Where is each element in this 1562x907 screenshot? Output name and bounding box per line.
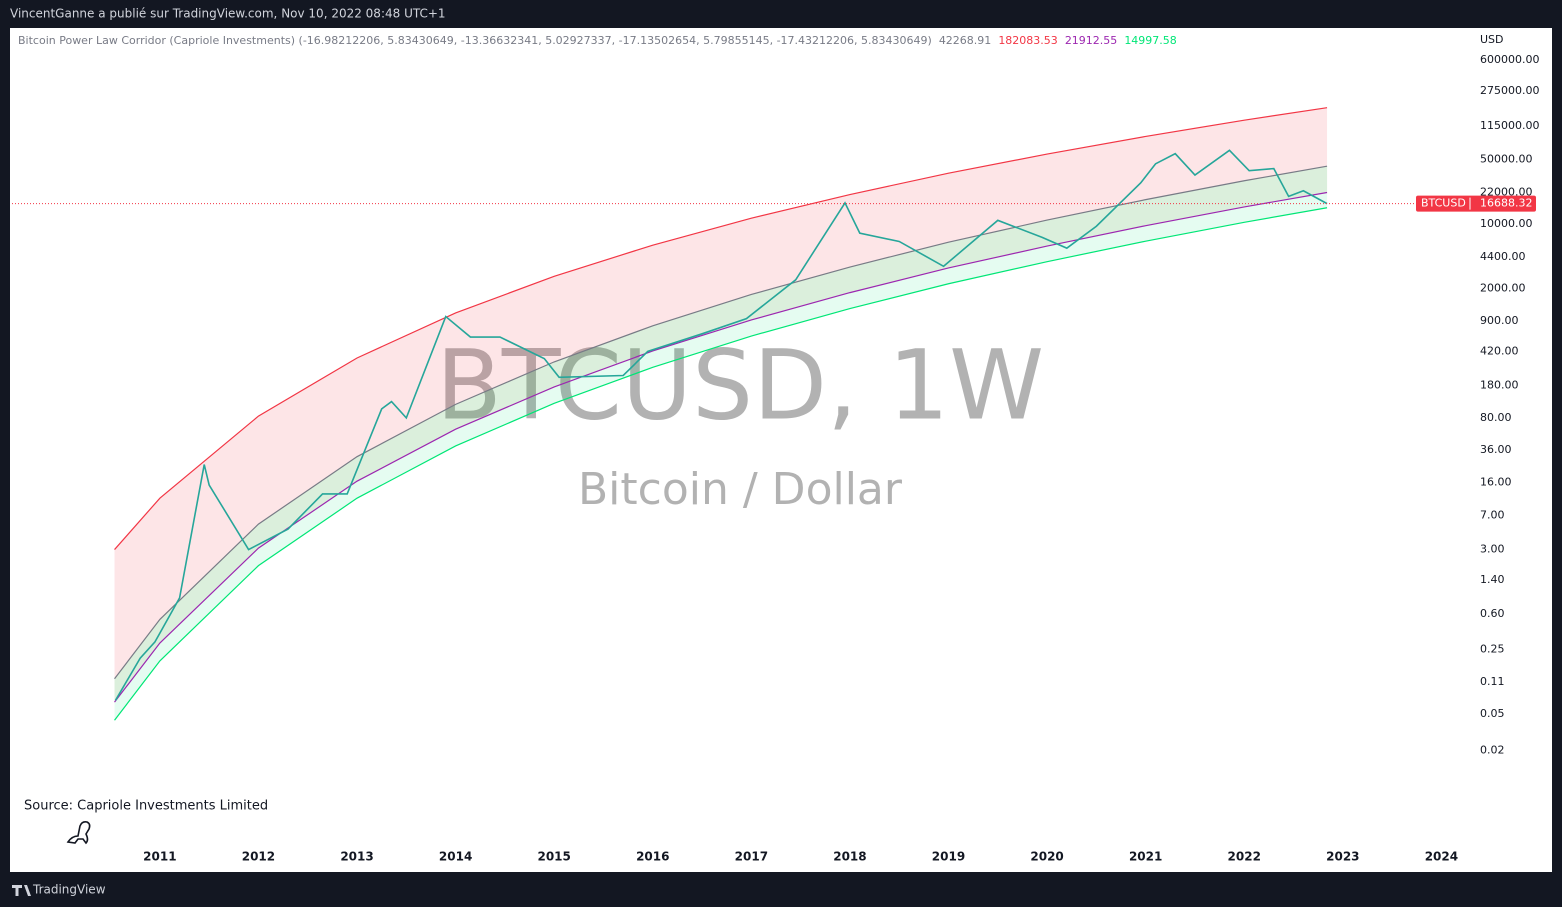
x-tick-label: 2024: [1425, 850, 1458, 864]
x-tick-label: 2016: [636, 850, 669, 864]
legend-value: 42268.91: [939, 34, 992, 47]
legend-value: 14997.58: [1124, 34, 1177, 47]
y-tick-label: 115000.00: [1480, 119, 1540, 132]
chart-area: [10, 28, 1552, 872]
x-tick-label: 2011: [143, 850, 176, 864]
indicator-name: Bitcoin Power Law Corridor (Capriole Inv…: [18, 34, 932, 47]
price-label: 16688.32: [1480, 197, 1533, 210]
y-tick-label: 10000.00: [1480, 217, 1533, 230]
series-line: [114, 107, 1328, 550]
y-tick-label: 50000.00: [1480, 153, 1533, 166]
series-line: [114, 149, 1328, 701]
y-tick-label: 0.11: [1480, 675, 1505, 688]
price-label-bg: [1416, 195, 1536, 212]
x-tick-label: 2017: [735, 850, 768, 864]
symbol-label: BTCUSD: [1421, 197, 1466, 210]
series-line: [114, 207, 1328, 721]
publisher-header: VincentGanne a publié sur TradingView.co…: [10, 7, 446, 21]
y-tick-label: 7.00: [1480, 509, 1505, 522]
x-tick-label: 2020: [1030, 850, 1063, 864]
x-tick-label: 2019: [932, 850, 965, 864]
x-tick-label: 2023: [1326, 850, 1359, 864]
brand: TradingView: [32, 883, 106, 897]
x-tick-label: 2012: [242, 850, 275, 864]
currency-label: USD: [1480, 33, 1504, 46]
watermark-subtitle: Bitcoin / Dollar: [578, 464, 903, 515]
y-tick-label: 275000.00: [1480, 84, 1540, 97]
source-note: Source: Capriole Investments Limited: [24, 799, 268, 814]
band-fill: [114, 107, 1328, 679]
y-tick-label: 0.02: [1480, 744, 1505, 757]
y-tick-label: 22000.00: [1480, 186, 1533, 199]
y-tick-label: 4400.00: [1480, 250, 1526, 263]
x-tick-label: 2015: [537, 850, 570, 864]
x-tick-label: 2013: [340, 850, 373, 864]
x-tick-label: 2021: [1129, 850, 1162, 864]
brand-icon: [12, 885, 31, 896]
y-tick-label: 600000.00: [1480, 53, 1540, 66]
y-tick-label: 180.00: [1480, 378, 1519, 391]
watermark: BTCUSD, 1W: [436, 329, 1044, 441]
x-tick-label: 2018: [833, 850, 866, 864]
legend-value: 182083.53: [998, 34, 1058, 47]
y-tick-label: 1.40: [1480, 573, 1505, 586]
series-line: [114, 191, 1328, 703]
y-tick-label: 16.00: [1480, 475, 1512, 488]
indicator-legend: Bitcoin Power Law Corridor (Capriole Inv…: [18, 34, 1177, 47]
series-line: [114, 165, 1328, 680]
y-tick-label: 80.00: [1480, 411, 1512, 424]
legend-value: 21912.55: [1065, 34, 1118, 47]
y-tick-label: 420.00: [1480, 344, 1519, 357]
x-tick-label: 2014: [439, 850, 472, 864]
logo-icon: [66, 821, 91, 845]
y-tick-label: 0.60: [1480, 607, 1505, 620]
y-tick-label: 0.25: [1480, 642, 1505, 655]
y-tick-label: 900.00: [1480, 314, 1519, 327]
y-tick-label: 2000.00: [1480, 282, 1526, 295]
y-tick-label: 36.00: [1480, 443, 1512, 456]
y-tick-label: 0.05: [1480, 707, 1505, 720]
x-tick-label: 2022: [1228, 850, 1261, 864]
y-tick-label: 3.00: [1480, 543, 1505, 556]
